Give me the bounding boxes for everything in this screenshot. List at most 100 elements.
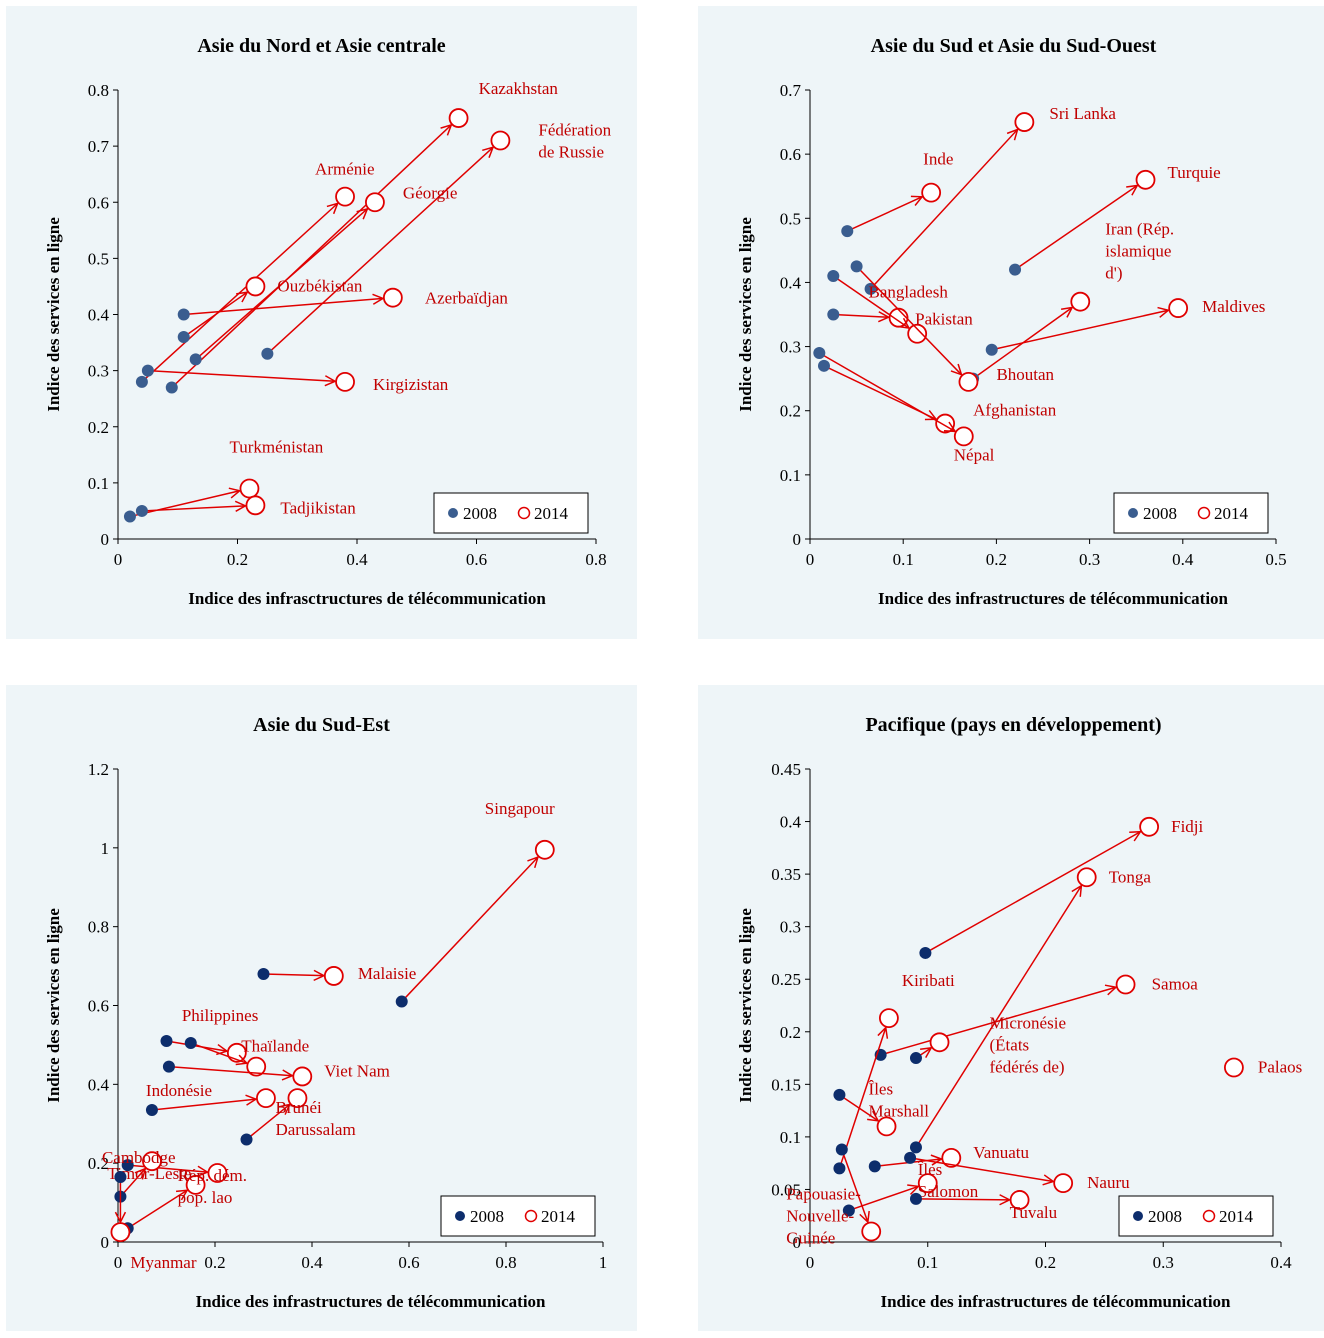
- data-point-group: Viet Nam: [162, 1060, 390, 1087]
- y-tick-label: 0.4: [88, 1075, 110, 1094]
- y-tick-label: 0.2: [780, 402, 801, 421]
- data-point-group: Papouasie- Nouvelle- Guinée: [786, 1143, 882, 1247]
- change-arrow: [266, 147, 493, 355]
- country-label-line: fédérés de): [990, 1057, 1065, 1076]
- country-label: Îles Salomon: [918, 1160, 979, 1201]
- country-label: Palaos: [1258, 1058, 1302, 1077]
- y-tick-label: 0.6: [780, 145, 801, 164]
- change-arrow: [818, 352, 955, 431]
- data-point-group: Géorgie: [189, 183, 457, 366]
- y-tick-label: 0.5: [780, 209, 801, 228]
- y-tick-label: 0.2: [780, 1023, 801, 1042]
- y-tick-label: 0.2: [88, 418, 109, 437]
- country-label: Fidji: [1171, 817, 1203, 836]
- data-point-group: Pakistan: [827, 270, 973, 344]
- country-label: Kirgizistan: [373, 375, 449, 394]
- point-2008: [919, 946, 932, 959]
- data-point-group: Inde: [841, 150, 953, 238]
- country-label: Népal: [954, 445, 995, 464]
- country-label: Pakistan: [915, 310, 973, 329]
- x-tick-label: 0: [806, 550, 815, 569]
- point-2014: [917, 1173, 938, 1194]
- country-label-line: Géorgie: [403, 183, 457, 202]
- country-label: Fédération de Russie: [538, 121, 611, 162]
- legend-label-2014: 2014: [534, 504, 569, 523]
- chart-title: Asie du Nord et Asie centrale: [197, 35, 445, 57]
- change-arrow: [166, 1040, 227, 1051]
- y-tick-label: 0.5: [88, 249, 109, 268]
- legend-box: [1113, 492, 1269, 534]
- country-label-line: Rép. dém.: [178, 1166, 247, 1185]
- y-tick-label: 0.7: [88, 137, 110, 156]
- point-2008: [121, 1159, 134, 1172]
- change-arrow: [1014, 185, 1137, 271]
- x-tick-label: 0.2: [204, 1253, 225, 1272]
- country-label-line: Thaïlande: [241, 1037, 309, 1056]
- country-label: Viet Nam: [324, 1061, 390, 1080]
- point-2008: [827, 270, 840, 283]
- data-point-group: Myanmar: [110, 1170, 197, 1272]
- legend-box: [440, 1195, 596, 1237]
- legend: 2008 2014: [1118, 1195, 1274, 1237]
- country-label-line: islamique: [1105, 242, 1171, 261]
- change-arrow: [915, 886, 1081, 1148]
- country-label-line: Fédération: [538, 121, 611, 140]
- x-tick-label: 0: [806, 1253, 815, 1272]
- x-axis-title: Indice des infrasctructures de télécommu…: [188, 589, 546, 608]
- country-label-line: (États: [990, 1035, 1030, 1054]
- country-label: Géorgie: [403, 183, 457, 202]
- point-2014: [287, 1088, 308, 1109]
- country-label: Maldives: [1202, 297, 1265, 316]
- data-point-group: Micronésie (États fédérés de): [909, 1013, 1066, 1076]
- country-label-line: de Russie: [538, 143, 604, 162]
- point-2014: [921, 182, 942, 203]
- point-2014: [861, 1221, 882, 1242]
- point-2014: [245, 495, 266, 516]
- y-tick-label: 0.2: [88, 1154, 109, 1173]
- x-tick-label: 0.3: [1079, 550, 1100, 569]
- data-point-group: Fidji: [919, 816, 1204, 959]
- legend-label-2014: 2014: [1214, 504, 1249, 523]
- point-2014: [246, 1056, 267, 1077]
- chart-panel-sud-sud-ouest: Asie du Sud et Asie du Sud-Ouest 0 0.1 0.2 0…: [698, 6, 1324, 639]
- legend-marker-2008: [448, 508, 458, 518]
- y-tick-label: 1: [101, 839, 110, 858]
- point-2008: [177, 330, 190, 343]
- point-2014: [1139, 816, 1160, 837]
- change-arrow: [915, 1199, 1010, 1200]
- country-label-line: Fidji: [1171, 817, 1203, 836]
- y-tick-label: 0.15: [771, 1075, 801, 1094]
- point-2014: [490, 130, 511, 151]
- country-label: Îles Marshall: [869, 1079, 930, 1120]
- change-arrow: [880, 987, 1116, 1056]
- country-label-line: Tuvalu: [1010, 1203, 1058, 1222]
- y-axis-title: Indice des services en ligne: [736, 217, 755, 412]
- change-arrow: [846, 197, 922, 232]
- data-point-group: Îles Marshall: [833, 1079, 930, 1137]
- point-2014: [878, 1008, 899, 1029]
- chart-panel-nord-centrale: Asie du Nord et Asie centrale 0 0.1 0.2 0.3 0…: [6, 6, 637, 639]
- country-label: Micronésie (États fédérés de): [990, 1013, 1066, 1076]
- x-tick-label: 1: [599, 1253, 608, 1272]
- legend-marker-2008: [1133, 1211, 1143, 1221]
- change-arrow: [141, 506, 246, 511]
- point-2014: [1135, 169, 1156, 190]
- y-tick-label: 0: [793, 530, 802, 549]
- x-tick-label: 0.1: [917, 1253, 938, 1272]
- point-2008: [904, 1151, 917, 1164]
- country-label: Brunéi Darussalam: [275, 1098, 355, 1139]
- x-tick-label: 0: [114, 550, 123, 569]
- point-2008: [833, 1162, 846, 1175]
- point-2008: [165, 381, 178, 394]
- point-2008: [123, 510, 136, 523]
- chart-panel-sud-est: Asie du Sud-Est 0 0.2 0.4 0.6 0.8 1 1.2 0 0.2 0.4 0…: [6, 685, 637, 1331]
- x-tick-label: 0.8: [585, 550, 606, 569]
- y-tick-label: 0.1: [780, 1128, 801, 1147]
- country-label: Arménie: [315, 160, 374, 179]
- change-arrow: [838, 1028, 885, 1169]
- country-label-line: Iran (Rép.: [1105, 220, 1174, 239]
- x-tick-label: 0.6: [466, 550, 487, 569]
- change-arrow: [190, 1042, 247, 1063]
- change-arrow: [151, 1099, 256, 1111]
- country-label: Myanmar: [130, 1253, 196, 1272]
